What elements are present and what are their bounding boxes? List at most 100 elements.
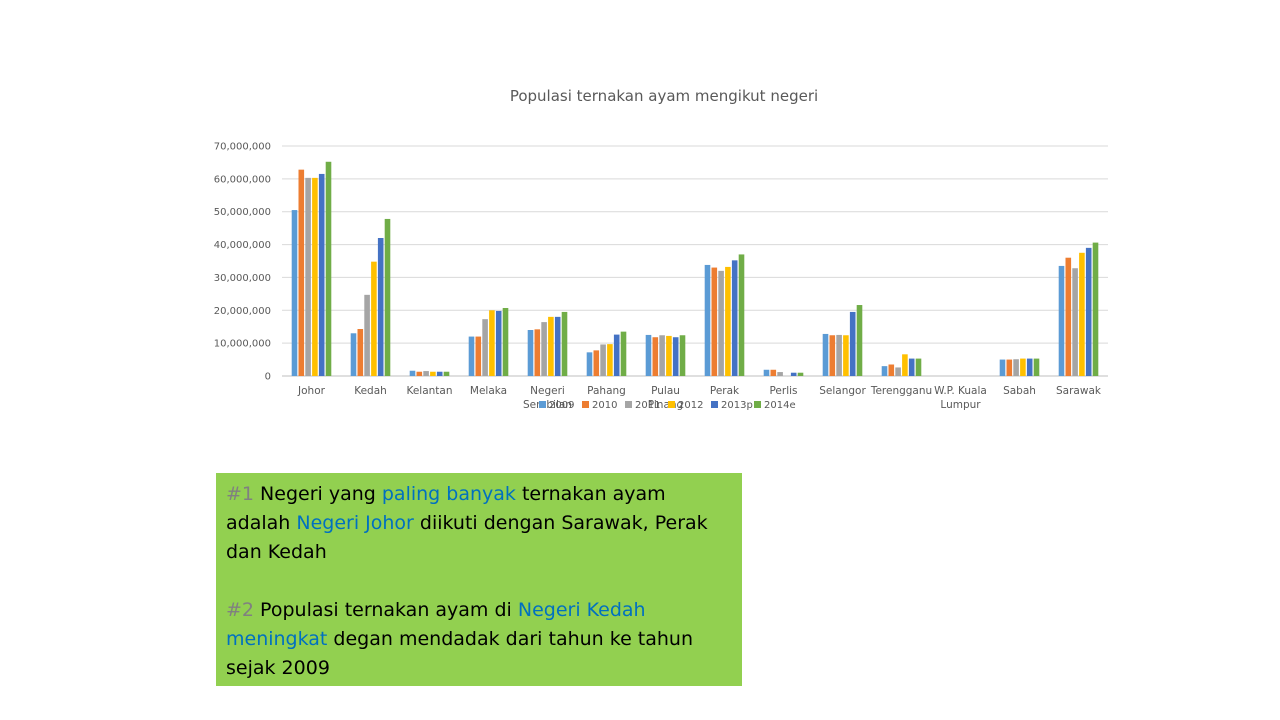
bar-2012 xyxy=(843,335,849,376)
bar-2011 xyxy=(541,322,547,376)
bar-2011 xyxy=(1072,268,1078,376)
bar-2011 xyxy=(1013,359,1019,376)
bar-2014e xyxy=(384,218,391,376)
x-tick-label: Perak xyxy=(710,385,740,397)
x-tick-label: Melaka xyxy=(470,385,507,397)
bar-2013p xyxy=(1085,247,1092,376)
x-tick-label: Pahang xyxy=(587,385,626,397)
chart-title: Populasi ternakan ayam mengikut negeri xyxy=(510,87,818,105)
bar-2009 xyxy=(1058,265,1065,376)
y-tick-label: 30,000,000 xyxy=(214,273,271,284)
legend-swatch xyxy=(539,401,546,408)
note-1-highlight-a: paling banyak xyxy=(381,483,516,505)
bar-2009 xyxy=(527,330,534,376)
x-tick-label: Kedah xyxy=(354,385,387,397)
bar-2013p xyxy=(908,358,915,376)
legend: 2009 2010 2011 2012 2013p 2014e xyxy=(539,400,796,411)
bar-2014e xyxy=(325,161,332,376)
bar-2012 xyxy=(312,177,318,376)
legend-swatch xyxy=(668,401,675,408)
bar-2009 xyxy=(350,333,357,376)
bar-2011 xyxy=(777,372,783,376)
note-1-highlight-b: Negeri Johor xyxy=(296,512,414,534)
bar-2012 xyxy=(548,316,554,376)
bar-2011 xyxy=(305,177,311,376)
bar-2010 xyxy=(593,350,600,376)
bar-2013p xyxy=(731,260,738,376)
bar-2014e xyxy=(797,372,804,376)
bar-2014e xyxy=(620,331,627,376)
bar-2010 xyxy=(1065,257,1072,376)
bar-2012 xyxy=(430,371,436,376)
bar-2012 xyxy=(666,335,672,376)
bar-2014e xyxy=(443,371,450,376)
legend-swatch xyxy=(754,401,761,408)
note-2-text-a: Populasi ternakan ayam di xyxy=(254,599,518,621)
note-1-text-b: ternakan ayam adalah xyxy=(226,483,666,534)
y-tick-label: 40,000,000 xyxy=(214,240,271,251)
note-1-text-c: diikuti dengan Sarawak, Perak dan Kedah xyxy=(226,512,708,563)
bar-2013p xyxy=(436,371,443,376)
y-tick-label: 70,000,000 xyxy=(214,142,271,153)
bar-2014e xyxy=(1092,242,1099,376)
note-2: #2 Populasi ternakan ayam di Negeri Keda… xyxy=(226,596,732,683)
bar-2013p xyxy=(613,334,620,376)
x-tick-label: W.P. Kuala Lumpur xyxy=(934,385,987,411)
y-tick-label: 0 xyxy=(265,372,271,383)
bar-2012 xyxy=(1079,252,1085,376)
bar-2012 xyxy=(371,261,377,376)
bar-2013p xyxy=(672,337,679,376)
bar-2013p xyxy=(318,173,325,376)
bar-2012 xyxy=(1020,358,1026,376)
x-tick-label: Perlis xyxy=(769,385,797,397)
bar-2010 xyxy=(770,369,777,376)
bar-2014e xyxy=(679,335,686,376)
bar-2014e xyxy=(1033,358,1040,376)
gridlines xyxy=(282,145,1108,377)
legend-swatch xyxy=(711,401,718,408)
x-tick-label: Terengganu xyxy=(870,385,932,397)
bar-2012 xyxy=(489,310,495,376)
note-2-number: #2 xyxy=(226,599,255,621)
bar-2012 xyxy=(902,354,908,376)
note-1-number: #1 xyxy=(226,483,255,505)
bar-2011 xyxy=(364,294,370,376)
bar-2010 xyxy=(652,337,659,376)
bar-2013p xyxy=(849,311,856,376)
bar-2013p xyxy=(1026,358,1033,376)
bar-2010 xyxy=(357,329,364,376)
y-tick-label: 20,000,000 xyxy=(214,306,271,317)
bar-2009 xyxy=(645,334,652,376)
legend-label: 2011 xyxy=(635,400,660,411)
bar-2013p xyxy=(790,372,797,376)
bar-2009 xyxy=(468,336,475,376)
bar-2009 xyxy=(881,366,888,376)
note-1-text-a: Negeri yang xyxy=(254,483,382,505)
bar-2012 xyxy=(725,266,731,376)
bar-2009 xyxy=(763,369,770,376)
bar-2011 xyxy=(836,334,842,376)
bar-2011 xyxy=(718,270,724,376)
y-axis-ticks: 0 10,000,000 20,000,000 30,000,000 40,000,00… xyxy=(214,142,271,383)
bar-2010 xyxy=(711,267,718,376)
bar-2009 xyxy=(704,264,711,376)
legend-label: 2010 xyxy=(592,400,617,411)
x-tick-label: Negeri Sembilan xyxy=(523,385,572,411)
y-tick-label: 60,000,000 xyxy=(214,174,271,185)
bar-2010 xyxy=(888,364,895,376)
x-tick-label: Sarawak xyxy=(1056,385,1102,397)
chart: Populasi ternakan ayam mengikut negeri 0… xyxy=(214,87,1108,411)
y-tick-label: 50,000,000 xyxy=(214,207,271,218)
note-2-highlight: Negeri Kedah meningkat xyxy=(226,599,646,650)
bar-2014e xyxy=(738,254,745,376)
legend-label: 2014e xyxy=(764,400,796,411)
bar-2013p xyxy=(495,310,502,376)
legend-swatch xyxy=(625,401,632,408)
bar-2010 xyxy=(416,371,423,376)
note-2-text-b: degan mendadak dari tahun ke tahun sejak… xyxy=(226,628,694,679)
bar-2009 xyxy=(999,359,1006,376)
bars xyxy=(291,161,1099,376)
x-tick-label: Sabah xyxy=(1003,385,1036,397)
bar-2013p xyxy=(377,238,384,376)
legend-swatch xyxy=(582,401,589,408)
